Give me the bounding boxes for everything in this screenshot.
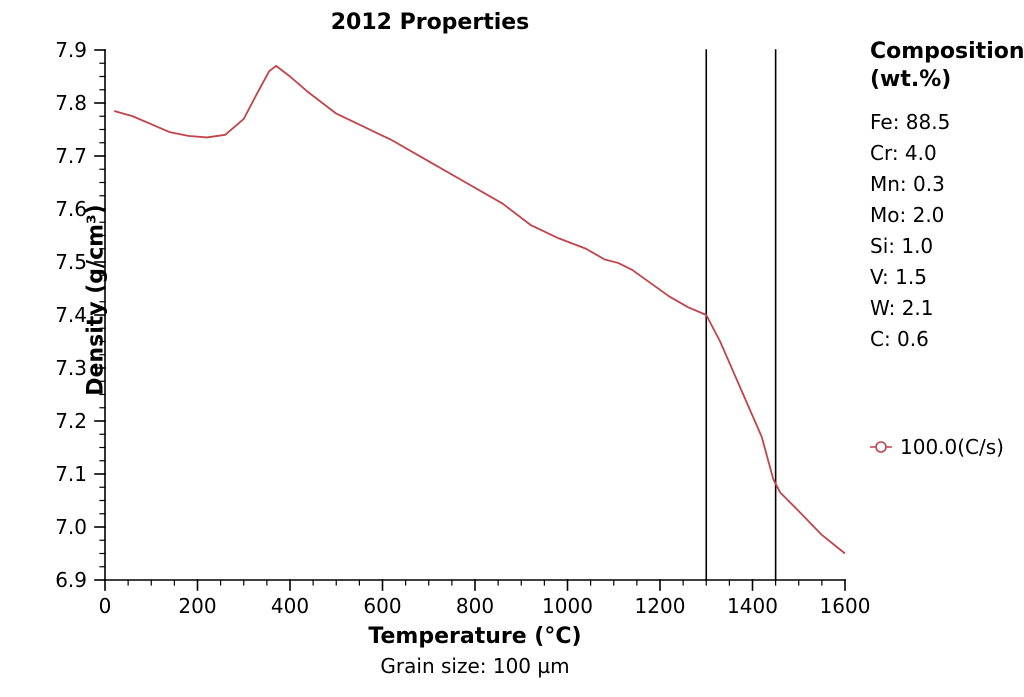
subcaption: Grain size: 100 µm: [105, 654, 845, 678]
y-tick-label: 7.5: [0, 250, 87, 274]
y-tick-label: 6.9: [0, 568, 87, 592]
x-tick-label: 200: [178, 594, 216, 618]
y-tick-label: 7.0: [0, 515, 87, 539]
composition-item: Mo: 2.0: [870, 200, 1020, 231]
figure: 2012 Properties Density (g/cm³) 6.97.07.…: [0, 0, 1024, 697]
y-tick-label: 7.7: [0, 144, 87, 168]
composition-heading: Composition (wt.%): [870, 38, 1020, 93]
legend: 100.0(C/s): [870, 435, 1020, 459]
composition-item: C: 0.6: [870, 324, 1020, 355]
side-panel: Composition (wt.%) Fe: 88.5Cr: 4.0Mn: 0.…: [870, 38, 1020, 459]
composition-item: Cr: 4.0: [870, 138, 1020, 169]
composition-item: V: 1.5: [870, 262, 1020, 293]
y-tick-label: 7.9: [0, 38, 87, 62]
x-tick-label: 1000: [542, 594, 593, 618]
x-tick-label: 1200: [635, 594, 686, 618]
x-axis-label: Temperature (°C): [105, 624, 845, 649]
x-tick-label: 600: [363, 594, 401, 618]
composition-title-1: Composition: [870, 39, 1024, 64]
y-tick-label: 7.8: [0, 91, 87, 115]
x-tick-label: 400: [271, 594, 309, 618]
x-tick-label: 1400: [727, 594, 778, 618]
y-tick-label: 7.4: [0, 303, 87, 327]
x-tick-label: 0: [99, 594, 112, 618]
y-tick-label: 7.1: [0, 462, 87, 486]
composition-item: Mn: 0.3: [870, 169, 1020, 200]
x-tick-label: 800: [456, 594, 494, 618]
y-tick-label: 7.2: [0, 409, 87, 433]
composition-item: W: 2.1: [870, 293, 1020, 324]
y-tick-label: 7.3: [0, 356, 87, 380]
composition-title-2: (wt.%): [870, 67, 951, 92]
composition-list: Fe: 88.5Cr: 4.0Mn: 0.3Mo: 2.0Si: 1.0V: 1…: [870, 107, 1020, 355]
composition-item: Si: 1.0: [870, 231, 1020, 262]
x-tick-label: 1600: [820, 594, 871, 618]
legend-label: 100.0(C/s): [900, 435, 1004, 459]
y-tick-label: 7.6: [0, 197, 87, 221]
composition-item: Fe: 88.5: [870, 107, 1020, 138]
legend-marker-icon: [870, 440, 892, 454]
